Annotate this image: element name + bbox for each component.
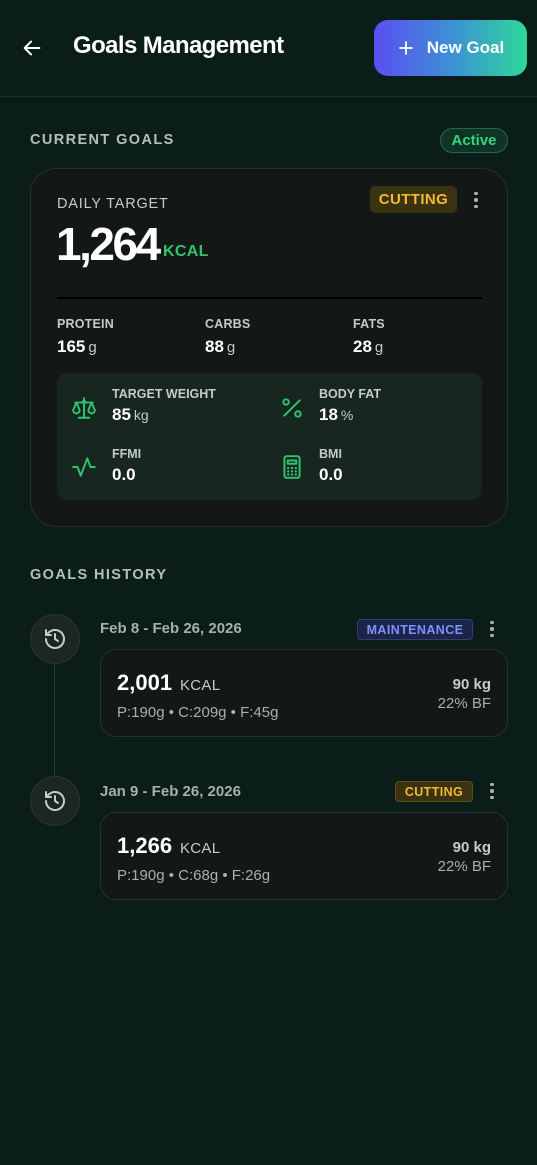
history-date-range: Jan 9 - Feb 26, 2026: [100, 783, 241, 800]
history-card[interactable]: 1,266 KCAL P:190g • C:68g • F:26g 90 kg …: [100, 812, 508, 900]
kcal-unit: KCAL: [163, 243, 209, 260]
macro-unit: g: [374, 339, 384, 356]
history-more-menu-icon[interactable]: [483, 618, 501, 640]
macro-value: 28: [353, 337, 372, 356]
macro-fats: FATS 28 g: [353, 317, 385, 357]
activity-icon: [72, 457, 96, 477]
macro-protein: PROTEIN 165 g: [57, 317, 114, 357]
stat-label-target-weight: TARGET WEIGHT: [112, 387, 216, 401]
back-button[interactable]: [18, 34, 46, 62]
stat-value: 85: [112, 405, 131, 424]
macro-value: 88: [205, 337, 224, 356]
body-stats-panel: TARGET WEIGHT 85 kg BODY FAT 18% FFMI 0.0…: [57, 373, 482, 500]
stat-label-bmi: BMI: [319, 447, 342, 461]
history-body-fat: 22% BF: [437, 695, 491, 712]
history-macros: P:190g • C:68g • F:26g: [117, 867, 271, 884]
history-kcal: 1,266: [117, 833, 173, 858]
history-more-menu-icon[interactable]: [483, 780, 501, 802]
history-card[interactable]: 2,001 KCAL P:190g • C:209g • F:45g 90 kg…: [100, 649, 508, 737]
new-goal-label: New Goal: [426, 38, 505, 57]
stat-value: 0.0: [319, 465, 343, 484]
status-badge: Active: [440, 128, 508, 153]
macro-unit: g: [226, 339, 236, 356]
goals-history-heading: GOALS HISTORY: [30, 567, 168, 583]
history-icon: [30, 776, 80, 826]
daily-target-label: DAILY TARGET: [57, 196, 169, 212]
scale-icon: [72, 397, 96, 419]
kcal-value: 1,264: [56, 218, 161, 270]
macro-label: PROTEIN: [57, 317, 114, 331]
stat-unit: %: [340, 407, 354, 423]
history-date-range: Feb 8 - Feb 26, 2026: [100, 620, 242, 637]
history-kcal-unit: KCAL: [180, 840, 221, 857]
phase-badge: CUTTING: [395, 781, 473, 802]
stat-value: 18: [319, 405, 338, 424]
stat-unit: kg: [133, 407, 149, 423]
divider: [57, 297, 482, 299]
macro-value: 165: [57, 337, 86, 356]
history-weight: 90 kg: [452, 839, 491, 856]
history-weight: 90 kg: [452, 676, 491, 693]
stat-label-ffmi: FFMI: [112, 447, 142, 461]
phase-badge: MAINTENANCE: [357, 619, 473, 640]
macro-unit: g: [88, 339, 97, 356]
history-kcal: 2,001: [117, 670, 173, 695]
plus-icon: [398, 41, 413, 55]
timeline-line: [54, 663, 55, 776]
app-header: Goals Management New Goal: [0, 0, 537, 97]
calculator-icon: [283, 455, 301, 479]
history-body-fat: 22% BF: [437, 858, 491, 875]
current-goal-card: DAILY TARGET CUTTING 1,264 KCAL PROTEIN …: [30, 168, 508, 527]
history-icon: [30, 614, 80, 664]
page-title: Goals Management: [73, 32, 284, 59]
macro-label: CARBS: [205, 317, 251, 331]
phase-badge: CUTTING: [370, 186, 457, 213]
history-kcal-unit: KCAL: [180, 677, 221, 694]
arrow-left-icon: [23, 40, 41, 56]
new-goal-button[interactable]: New Goal: [374, 20, 527, 76]
percent-icon: [282, 398, 302, 418]
macro-carbs: CARBS 88 g: [205, 317, 250, 357]
macro-label: FATS: [353, 317, 385, 331]
card-more-menu-icon[interactable]: [467, 187, 485, 213]
current-goals-heading: CURRENT GOALS: [30, 132, 175, 148]
stat-label-body-fat: BODY FAT: [319, 387, 382, 401]
stat-value: 0.0: [112, 465, 136, 484]
history-macros: P:190g • C:209g • F:45g: [117, 704, 279, 721]
